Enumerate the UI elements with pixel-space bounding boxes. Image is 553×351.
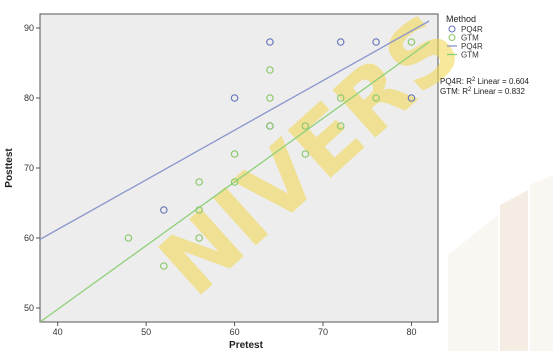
legend-marker-circle — [448, 25, 456, 33]
y-tick-label: 80 — [24, 93, 34, 103]
fit-line-gtm — [40, 41, 430, 322]
x-tick-label: 50 — [141, 327, 151, 337]
x-tick-label: 40 — [53, 327, 63, 337]
point-gtm — [195, 178, 204, 186]
point-pq4r — [407, 94, 416, 102]
x-tick-label: 70 — [318, 327, 328, 337]
legend-entry-label: PQ4R — [461, 25, 483, 34]
fit-stat-label: PQ4R: R2 Linear = 0.604 — [440, 77, 530, 86]
point-gtm — [301, 122, 310, 130]
legend-entry-label: GTM — [461, 51, 479, 60]
point-gtm — [195, 234, 204, 242]
point-gtm — [336, 94, 345, 102]
point-gtm — [301, 150, 310, 158]
point-gtm — [230, 150, 239, 158]
fit-stat-label: GTM: R2 Linear = 0.832 — [440, 87, 525, 96]
legend-title: Method — [446, 14, 476, 24]
point-gtm — [266, 94, 274, 102]
point-pq4r — [336, 38, 345, 46]
point-gtm — [407, 38, 416, 46]
point-pq4r — [230, 94, 239, 102]
watermark-stripe — [500, 190, 528, 351]
y-tick-label: 60 — [24, 233, 34, 243]
point-pq4r — [160, 206, 168, 214]
point-gtm — [160, 262, 168, 270]
point-gtm — [372, 94, 380, 102]
legend-marker-circle — [448, 33, 456, 42]
y-tick-label: 90 — [24, 23, 34, 33]
y-axis: 50 60 70 80 90 — [24, 23, 40, 313]
point-pq4r — [372, 38, 380, 46]
x-axis-title: Pretest — [229, 340, 264, 351]
regression-lines — [40, 20, 430, 322]
legend-entry-label: GTM — [461, 34, 479, 43]
x-tick-label: 60 — [230, 327, 240, 337]
point-gtm — [336, 122, 345, 130]
y-tick-label: 50 — [24, 303, 34, 313]
point-pq4r — [266, 38, 274, 46]
point-gtm — [230, 178, 239, 186]
data-points — [124, 38, 416, 270]
legend-entry-label: PQ4R — [461, 42, 483, 51]
point-gtm — [124, 234, 133, 242]
fit-line-pq4r — [40, 20, 430, 240]
point-gtm — [266, 122, 274, 130]
watermark-shapes — [448, 175, 553, 351]
point-gtm — [195, 206, 204, 214]
x-axis: 40 50 60 70 80 — [53, 322, 416, 337]
point-gtm — [266, 66, 274, 74]
watermark-stripe — [530, 175, 553, 351]
y-tick-label: 70 — [24, 163, 34, 173]
y-axis-title: Posttest — [4, 148, 15, 188]
watermark-stripe — [448, 215, 498, 351]
x-tick-label: 80 — [406, 327, 416, 337]
